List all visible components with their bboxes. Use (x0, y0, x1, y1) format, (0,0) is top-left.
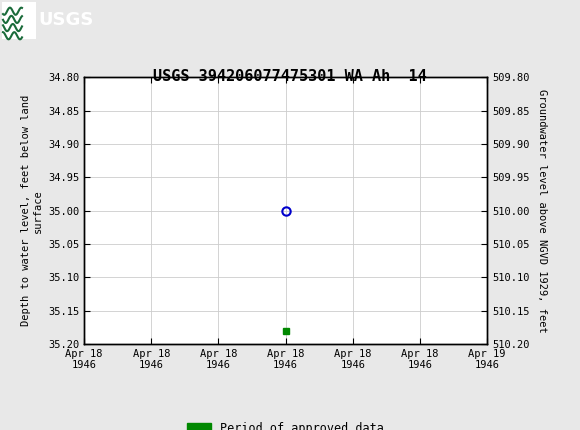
Bar (2, 2, 36, 39)
Legend: Period of approved data: Period of approved data (183, 417, 389, 430)
Text: USGS: USGS (38, 12, 93, 29)
Y-axis label: Groundwater level above NGVD 1929, feet: Groundwater level above NGVD 1929, feet (536, 89, 546, 332)
Text: USGS 394206077475301 WA Ah  14: USGS 394206077475301 WA Ah 14 (153, 69, 427, 84)
Y-axis label: Depth to water level, feet below land
surface: Depth to water level, feet below land su… (21, 95, 42, 326)
Bar (2, 2, 36, 39)
